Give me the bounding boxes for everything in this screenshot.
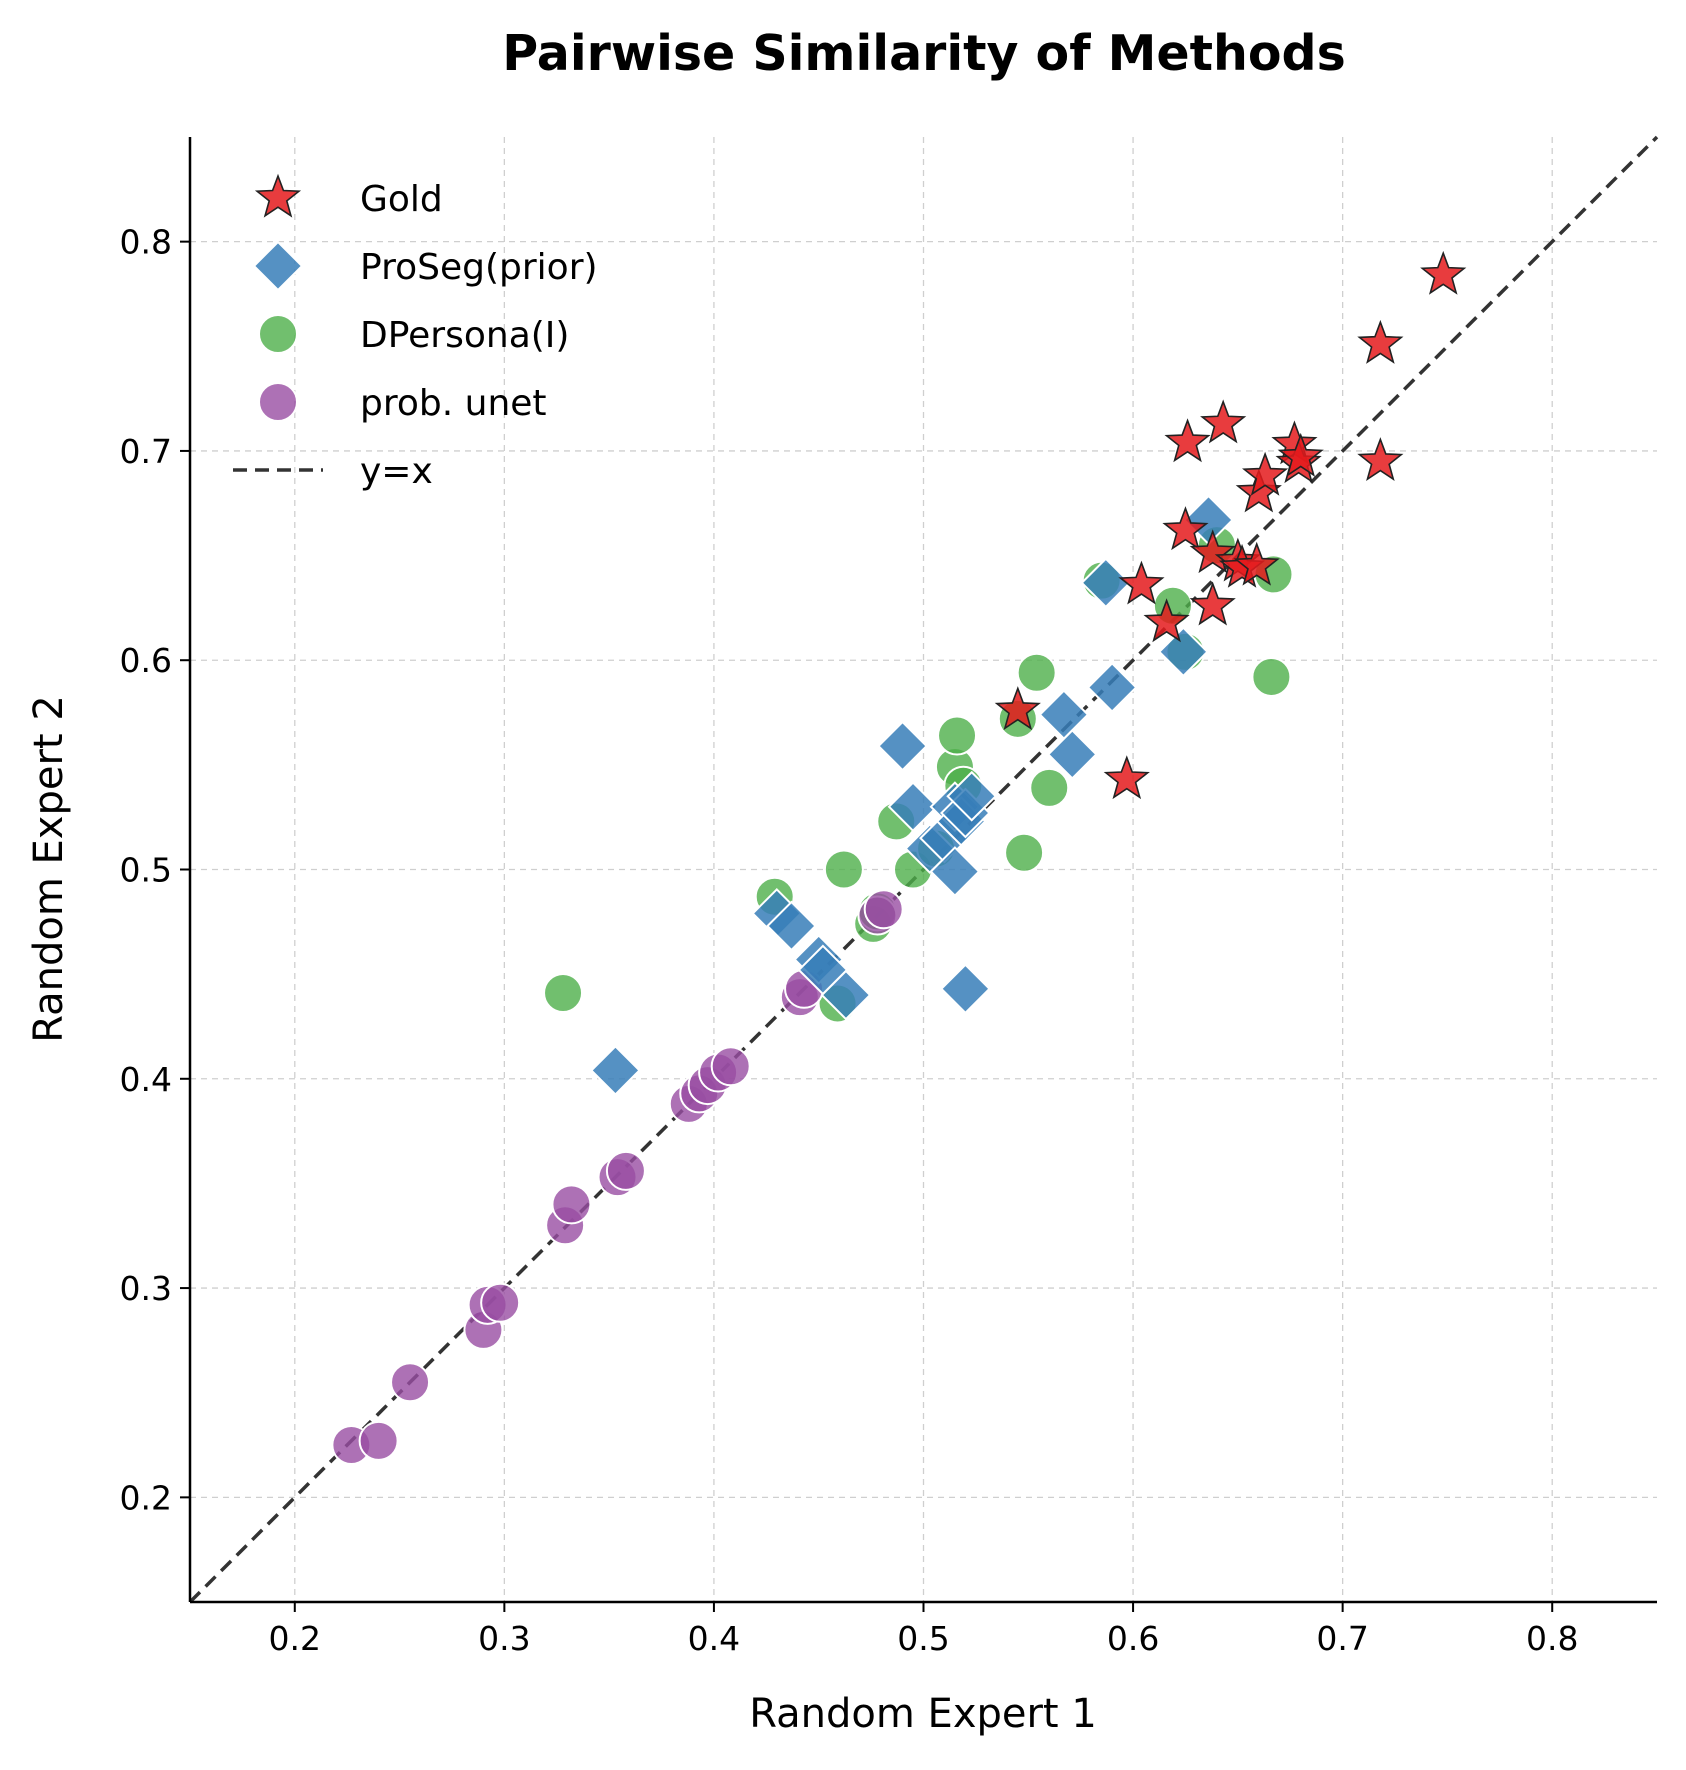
data-point (710, 1046, 751, 1087)
data-point (1118, 560, 1165, 605)
data-point (590, 1044, 641, 1096)
x-axis-ticks: 0.2 0.3 0.4 0.5 0.6 0.7 0.8 (269, 1602, 1578, 1658)
x-tick-label: 0.2 (269, 1619, 321, 1658)
x-tick-label: 0.6 (1107, 1619, 1159, 1658)
series-proseg-prior (590, 494, 1234, 1096)
data-point (1004, 832, 1045, 873)
data-point (1357, 437, 1404, 482)
series-gold (994, 250, 1467, 800)
legend-item: ProSeg(prior) (252, 240, 598, 292)
y-axis-ticks: 0.2 0.3 0.4 0.5 0.6 0.7 0.8 (120, 223, 190, 1517)
data-point (1029, 767, 1070, 808)
data-point (1357, 319, 1404, 364)
data-point (766, 900, 817, 952)
legend: Gold ProSeg(prior) DPersona(I) prob. unet y=… (233, 173, 598, 492)
data-point (929, 846, 981, 898)
data-point (1233, 541, 1280, 586)
data-point (863, 889, 904, 930)
y-tick-label: 0.3 (120, 1269, 172, 1308)
data-point (1162, 506, 1209, 551)
x-tick-label: 0.8 (1526, 1619, 1578, 1658)
legend-marker (258, 382, 298, 422)
data-point (1016, 652, 1057, 693)
data-point (1189, 529, 1236, 574)
data-point (1086, 662, 1138, 713)
chart-title: Pairwise Similarity of Methods (502, 25, 1346, 82)
data-point (1046, 728, 1098, 780)
legend-label: y=x (360, 451, 433, 492)
data-points (331, 250, 1467, 1466)
legend-label: prob. unet (360, 383, 547, 424)
data-point (877, 720, 928, 772)
y-tick-label: 0.2 (120, 1478, 172, 1517)
data-point (1242, 451, 1289, 496)
data-point (1143, 598, 1190, 643)
x-axis-label: Random Expert 1 (749, 1691, 1097, 1737)
data-point (994, 686, 1041, 731)
legend-marker (254, 173, 302, 218)
x-tick-label: 0.5 (897, 1619, 949, 1658)
y-tick-label: 0.6 (120, 641, 172, 680)
y-axis-label: Random Expert 2 (26, 695, 72, 1043)
data-point (543, 972, 584, 1013)
legend-marker (258, 314, 298, 354)
data-point (1251, 656, 1292, 697)
data-point (939, 963, 991, 1015)
legend-label: DPersona(I) (360, 315, 569, 356)
data-point (946, 770, 998, 822)
data-point (480, 1282, 521, 1323)
data-point (390, 1362, 431, 1403)
legend-label: Gold (360, 179, 443, 220)
data-point (1164, 418, 1211, 463)
data-point (1080, 557, 1132, 609)
data-point (823, 849, 864, 890)
data-point (551, 1184, 592, 1225)
legend-marker (252, 240, 304, 292)
legend-item: prob. unet (258, 382, 547, 424)
y-tick-label: 0.7 (120, 432, 172, 471)
data-point (1277, 432, 1324, 477)
y-tick-label: 0.8 (120, 223, 172, 262)
data-point (1189, 581, 1236, 626)
data-point (605, 1150, 646, 1191)
x-tick-label: 0.3 (478, 1619, 530, 1658)
grid-lines (190, 137, 1657, 1602)
legend-item: DPersona(I) (258, 314, 569, 356)
x-tick-label: 0.7 (1316, 1619, 1368, 1658)
data-point (1157, 626, 1209, 678)
data-point (887, 781, 939, 833)
y-tick-label: 0.4 (120, 1060, 172, 1099)
legend-item: Gold (254, 173, 443, 220)
data-point (1420, 250, 1467, 295)
data-point (358, 1420, 399, 1461)
series-dpersona-i (543, 525, 1294, 1024)
y-tick-label: 0.5 (120, 851, 172, 890)
data-point (1103, 755, 1150, 800)
data-point (820, 969, 872, 1021)
data-point (937, 715, 978, 756)
legend-item: y=x (233, 451, 433, 492)
x-tick-label: 0.4 (688, 1619, 740, 1658)
data-point (1200, 399, 1247, 444)
legend-label: ProSeg(prior) (360, 247, 598, 288)
data-point (1038, 689, 1090, 741)
